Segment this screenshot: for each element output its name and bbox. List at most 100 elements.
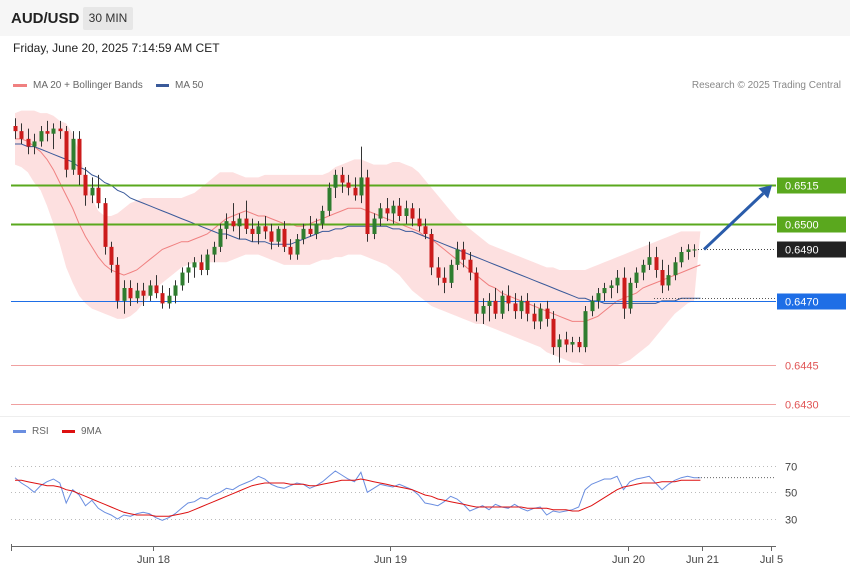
- candle-body-down: [115, 264, 120, 301]
- candle-body-up: [122, 288, 127, 301]
- candle-body-up: [634, 272, 639, 283]
- candle-body-up: [212, 246, 217, 255]
- candle-body-down: [19, 131, 24, 139]
- ma50-label: MA 50: [175, 80, 204, 91]
- resistance-tag: [777, 216, 846, 233]
- resistance-label: 0.6500: [785, 220, 819, 232]
- candle-body-down: [660, 270, 665, 286]
- candle-body-down: [513, 303, 518, 312]
- rsi-tick-label: 50: [785, 488, 797, 500]
- candle-body-up: [609, 285, 614, 288]
- candle-body-down: [506, 295, 511, 304]
- candle-body-down: [231, 221, 236, 227]
- ma20-label: MA 20 + Bollinger Bands: [33, 80, 143, 91]
- candle-body-up: [628, 282, 633, 309]
- candle-body-down: [525, 300, 530, 314]
- legend-rsi: RSI: [13, 426, 49, 437]
- rsi-line: [14, 470, 701, 521]
- candle-body-up: [237, 218, 242, 227]
- candle-body-up: [538, 308, 543, 322]
- candle-body-up: [224, 221, 229, 229]
- candle-body-up: [647, 257, 652, 265]
- candle-body-down: [77, 138, 82, 175]
- candlesticks: [13, 118, 697, 363]
- candle-body-up: [148, 285, 153, 296]
- candle-body-down: [83, 174, 88, 196]
- candle-body-up: [186, 267, 191, 273]
- candle-body-up: [39, 131, 44, 142]
- candle-body-down: [308, 228, 313, 234]
- candle-body-up: [276, 228, 281, 242]
- x-tick-label: Jul 5: [760, 554, 783, 566]
- legend-ma50: MA 50: [156, 80, 203, 91]
- candle-body-up: [32, 141, 37, 147]
- candle-body-down: [423, 226, 428, 234]
- candle-body-down: [13, 126, 18, 132]
- timeframe-chip[interactable]: 30 MIN: [83, 7, 133, 30]
- x-tick-label: Jun 21: [686, 554, 719, 566]
- candle-body-down: [532, 313, 537, 322]
- forecast-arrow-shaft: [702, 192, 765, 251]
- ma50-swatch: [156, 84, 169, 87]
- candle-body-up: [359, 177, 364, 196]
- candle-body-up: [590, 300, 595, 312]
- candle-body-down: [340, 174, 345, 183]
- rsi-label: RSI: [32, 426, 49, 437]
- candle-body-down: [429, 234, 434, 268]
- candle-body-up: [180, 272, 185, 286]
- ma20-swatch: [13, 84, 27, 87]
- candle-body-up: [391, 205, 396, 214]
- candle-body-down: [410, 208, 415, 219]
- candle-body-up: [333, 174, 338, 188]
- candle-body-up: [372, 218, 377, 234]
- candle-body-down: [26, 138, 31, 147]
- candle-body-up: [378, 208, 383, 219]
- candle-body-up: [218, 228, 223, 247]
- candle-body-up: [596, 293, 601, 301]
- x-tick-label: Jun 19: [374, 554, 407, 566]
- candle-body-down: [199, 262, 204, 270]
- candle-body-up: [500, 295, 505, 314]
- candle-body-up: [641, 264, 646, 273]
- candle-body-up: [51, 128, 56, 134]
- candle-body-down: [564, 339, 569, 345]
- bollinger-bands: [15, 110, 701, 366]
- ma9-swatch: [62, 430, 75, 433]
- candle-body-down: [493, 300, 498, 314]
- level-labels: 0.6515 0.6500 0.6490 0.6470 0.6445 0.6430: [777, 177, 846, 412]
- candle-body-up: [205, 254, 210, 270]
- chart-datetime: Friday, June 20, 2025 7:14:59 AM CET: [13, 41, 220, 55]
- candle-body-up: [615, 277, 620, 286]
- candle-body-up: [320, 210, 325, 224]
- candle-body-up: [71, 138, 76, 170]
- candle-body-down: [545, 308, 550, 319]
- ma9-label: 9MA: [81, 426, 102, 437]
- candle-body-up: [404, 208, 409, 216]
- candle-body-down: [474, 272, 479, 314]
- candle-body-down: [288, 246, 293, 255]
- candle-body-down: [461, 249, 466, 260]
- candle-body-up: [679, 252, 684, 263]
- candle-body-up: [666, 275, 671, 286]
- resistance-label: 0.6515: [785, 181, 819, 193]
- candle-body-down: [128, 288, 133, 299]
- legend-9ma: 9MA: [62, 426, 102, 437]
- last-price-label: 0.6490: [785, 245, 819, 257]
- candle-body-up: [570, 342, 575, 345]
- candle-body-down: [141, 290, 146, 296]
- candle-body-up: [295, 239, 300, 255]
- candle-body-down: [654, 257, 659, 270]
- candle-body-up: [256, 226, 261, 234]
- candle-body-up: [455, 249, 460, 265]
- candle-body-up: [686, 249, 691, 252]
- candle-body-up: [449, 264, 454, 283]
- ma50-line: [15, 143, 701, 304]
- candle-body-down: [282, 228, 287, 247]
- forecast-arrow-head: [758, 185, 772, 199]
- candle-body-down: [64, 131, 69, 170]
- candle-body-down: [45, 131, 50, 134]
- header-bar: AUD/USD 30 MIN: [0, 0, 850, 36]
- price-levels: [11, 184, 776, 405]
- x-tick-label: Jun 18: [137, 554, 170, 566]
